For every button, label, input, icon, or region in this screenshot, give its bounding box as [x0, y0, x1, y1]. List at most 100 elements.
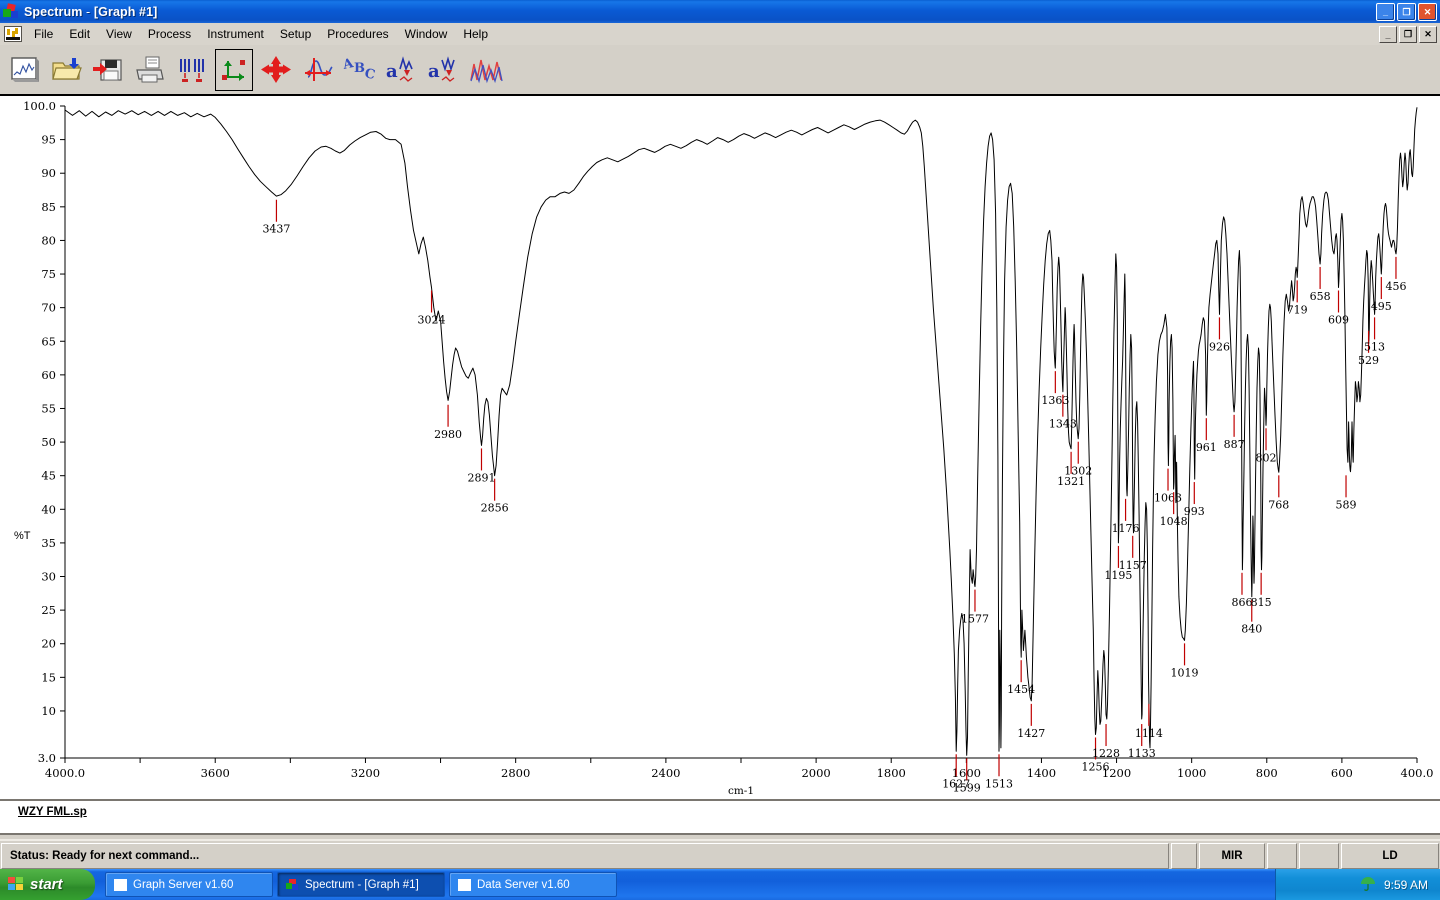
peak-annotation: 768: [1268, 475, 1289, 511]
start-button[interactable]: start: [0, 869, 95, 900]
peak-label: 1019: [1171, 666, 1199, 679]
mdi-close-button[interactable]: ✕: [1419, 26, 1437, 43]
save-diskette-icon[interactable]: [90, 50, 126, 90]
y-axis-title: %T: [14, 530, 31, 542]
peak-annotation: 3024: [418, 290, 446, 326]
y-tick-label: 80: [41, 233, 56, 247]
x-axis-title: cm-1: [728, 785, 754, 797]
menu-file[interactable]: File: [34, 27, 54, 41]
spectrum-chart[interactable]: 100.095908580757065605550454035302520151…: [0, 96, 1440, 799]
y-tick-label: 100.0: [23, 99, 56, 113]
pan-move-icon[interactable]: [258, 50, 294, 90]
peak-annotation: 1176: [1112, 498, 1140, 535]
y-tick-label: 30: [41, 570, 56, 584]
taskbar-item-spectrum[interactable]: Spectrum - [Graph #1]: [277, 872, 445, 897]
status-message: Status: Ready for next command...: [1, 843, 1169, 869]
peak-label: 1114: [1135, 727, 1163, 740]
autoscale-axes-icon[interactable]: [215, 48, 253, 91]
status-cell-blank-1: [1171, 843, 1197, 869]
peak-label: 1048: [1160, 515, 1188, 528]
y-tick-label: 25: [41, 603, 56, 617]
peak-annotation: 993: [1184, 482, 1205, 518]
open-folder-icon[interactable]: [48, 50, 84, 90]
spectrum-trace: [64, 107, 1418, 756]
x-tick-label: 1200: [1102, 766, 1131, 780]
menu-instrument[interactable]: Instrument: [207, 27, 264, 41]
peak-annotation: 2856: [481, 478, 509, 515]
peak-label: 2891: [467, 471, 495, 484]
peak-label: 3024: [418, 313, 446, 326]
x-tick-label: 4000.0: [45, 766, 85, 780]
label-peaks-up-icon[interactable]: a: [384, 50, 420, 90]
y-tick-label: 65: [41, 334, 56, 348]
new-graph-icon[interactable]: [6, 50, 42, 90]
taskbar-clock[interactable]: 9:59 AM: [1383, 877, 1428, 892]
peak-annotation: 1599: [953, 758, 981, 794]
peak-label: 658: [1310, 290, 1331, 303]
peak-annotation: 1133: [1128, 724, 1156, 760]
x-tick-label: 2000: [801, 766, 830, 780]
minimize-button[interactable]: _: [1376, 3, 1395, 21]
peak-annotation: 802: [1256, 428, 1277, 464]
menu-setup[interactable]: Setup: [279, 27, 312, 41]
peak-label: 1228: [1092, 747, 1120, 760]
x-tick-label: 1000: [1177, 766, 1206, 780]
y-tick-label: 40: [41, 502, 56, 516]
taskbar-item-graph-server[interactable]: Graph Server v1.60: [105, 872, 273, 897]
peak-label: 513: [1364, 340, 1385, 353]
y-tick-label: 15: [41, 670, 56, 684]
peak-label: 589: [1336, 498, 1357, 511]
document-icon[interactable]: [4, 26, 22, 42]
print-icon[interactable]: [132, 50, 168, 90]
peak-label: 815: [1251, 596, 1272, 609]
window-title-app: Spectrum: [24, 4, 83, 19]
baseline-icon[interactable]: [300, 50, 336, 90]
window-icon: [114, 878, 127, 891]
mdi-minimize-button[interactable]: _: [1379, 26, 1397, 43]
peak-annotation: 926: [1209, 317, 1230, 353]
peak-table-icon[interactable]: [174, 50, 210, 90]
peak-label: 3437: [262, 223, 290, 236]
y-tick-label: 3.0: [38, 751, 56, 765]
peak-annotation: 495: [1371, 277, 1392, 313]
peak-annotation: 1513: [985, 754, 1013, 790]
y-tick-label: 75: [41, 267, 56, 281]
peak-annotation: 529: [1358, 330, 1379, 367]
peak-annotation: 1363: [1041, 371, 1069, 407]
peak-annotation: 1228: [1092, 724, 1120, 760]
x-tick-label: 400.0: [1401, 766, 1434, 780]
svg-text:a: a: [428, 61, 440, 82]
menu-window[interactable]: Window: [404, 27, 448, 41]
peak-label: 456: [1385, 280, 1406, 293]
y-tick-label: 35: [41, 536, 56, 550]
taskbar-item-data-server[interactable]: Data Server v1.60: [449, 872, 617, 897]
peak-label: 1256: [1082, 760, 1110, 773]
x-tick-label: 2400: [651, 766, 680, 780]
label-peaks-down-icon[interactable]: a: [426, 50, 462, 90]
abc-annotate-icon[interactable]: A B C: [342, 50, 378, 90]
windows-flag-icon: [8, 876, 25, 893]
close-button[interactable]: ✕: [1418, 3, 1437, 21]
peak-annotation: 1256: [1082, 737, 1110, 773]
peak-annotation: 1063: [1154, 468, 1182, 505]
overlay-spectra-icon[interactable]: [468, 50, 504, 90]
x-tick-label: 3200: [351, 766, 380, 780]
maximize-button[interactable]: ❐: [1397, 3, 1416, 21]
peak-label: 1195: [1104, 569, 1132, 582]
peak-label: 719: [1287, 303, 1308, 316]
menu-view[interactable]: View: [106, 27, 132, 41]
spectrum-plot-area[interactable]: %T 100.0 95 90 85 80 75 70 65 60 55 50 45 40 35 30 25 20…: [0, 96, 1440, 799]
peak-label: 1157: [1119, 559, 1147, 572]
menu-edit[interactable]: Edit: [69, 27, 91, 41]
legend-filename[interactable]: WZY FML.sp: [18, 806, 87, 818]
peak-annotation: 1048: [1160, 492, 1188, 528]
taskbar-item-label: Graph Server v1.60: [133, 878, 234, 891]
menu-procedures[interactable]: Procedures: [327, 27, 389, 41]
mdi-restore-button[interactable]: ❐: [1399, 26, 1417, 43]
umbrella-icon[interactable]: [1360, 877, 1376, 892]
menu-help[interactable]: Help: [463, 27, 488, 41]
menu-process[interactable]: Process: [147, 27, 192, 41]
status-bar: Status: Ready for next command... MIR LD: [0, 839, 1440, 871]
peak-label: 768: [1268, 498, 1289, 511]
